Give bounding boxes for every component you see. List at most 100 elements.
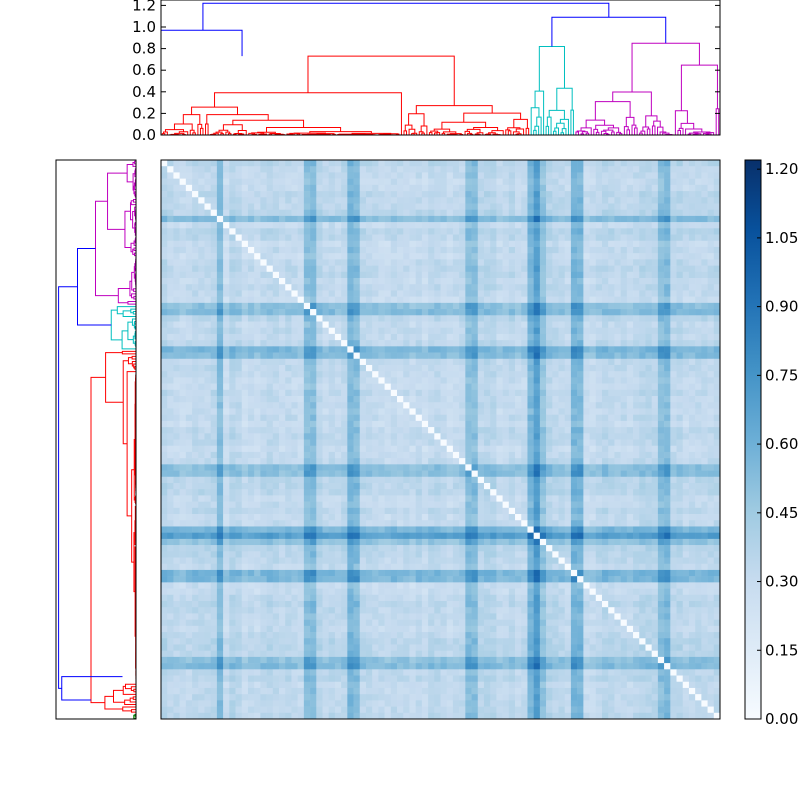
heatmap-cell bbox=[688, 420, 696, 428]
heatmap-cell bbox=[508, 246, 516, 254]
heatmap-cell bbox=[558, 228, 566, 235]
heatmap-cell bbox=[707, 309, 715, 316]
heatmap-cell bbox=[595, 315, 603, 322]
heatmap-cell bbox=[546, 228, 553, 235]
heatmap-cell bbox=[477, 240, 485, 248]
heatmap-cell bbox=[502, 414, 510, 422]
heatmap-cell bbox=[508, 396, 516, 403]
heatmap-cell bbox=[254, 371, 261, 378]
heatmap-cell bbox=[515, 253, 522, 260]
heatmap-cell bbox=[589, 364, 597, 372]
heatmap-cell bbox=[322, 333, 329, 341]
heatmap-cell bbox=[446, 284, 454, 291]
heatmap-cell bbox=[359, 259, 367, 266]
heatmap-cell bbox=[353, 246, 361, 254]
heatmap-cell bbox=[347, 178, 354, 186]
heatmap-cell bbox=[272, 284, 280, 291]
heatmap-cell bbox=[235, 271, 243, 279]
heatmap-cell bbox=[285, 414, 292, 422]
heatmap-cell bbox=[601, 451, 609, 459]
heatmap-cell bbox=[608, 389, 615, 397]
heatmap-cell bbox=[291, 191, 298, 198]
heatmap-cell bbox=[204, 271, 211, 279]
heatmap-cell bbox=[179, 222, 187, 229]
heatmap-cell bbox=[179, 166, 187, 173]
heatmap-cell bbox=[626, 420, 634, 428]
heatmap-cell bbox=[285, 215, 292, 223]
heatmap-cell bbox=[372, 271, 379, 279]
heatmap-cell bbox=[285, 253, 292, 260]
heatmap-cell bbox=[651, 346, 659, 353]
heatmap-cell bbox=[515, 203, 522, 210]
heatmap-cell bbox=[695, 222, 702, 229]
heatmap-cell bbox=[552, 414, 559, 422]
heatmap-cell bbox=[570, 271, 578, 279]
heatmap-cell bbox=[254, 340, 261, 347]
heatmap-cell bbox=[546, 321, 553, 328]
heatmap-cell bbox=[266, 278, 274, 285]
heatmap-cell bbox=[626, 333, 634, 341]
heatmap-cell bbox=[303, 371, 311, 378]
heatmap-cell bbox=[657, 451, 665, 459]
dendrogram-link bbox=[538, 45, 565, 92]
heatmap-cell bbox=[161, 333, 168, 341]
dendrogram-link bbox=[130, 709, 136, 713]
heatmap-cell bbox=[421, 389, 429, 397]
heatmap-cell bbox=[471, 396, 479, 403]
heatmap-cell bbox=[477, 290, 485, 297]
heatmap-cell bbox=[341, 259, 348, 266]
heatmap-cell bbox=[508, 414, 516, 422]
heatmap-cell bbox=[247, 402, 255, 409]
heatmap-cell bbox=[372, 333, 379, 341]
heatmap-cell bbox=[204, 178, 211, 186]
heatmap-cell bbox=[403, 209, 410, 217]
heatmap-cell bbox=[539, 352, 547, 360]
heatmap-cell bbox=[651, 315, 659, 322]
heatmap-cell bbox=[229, 246, 236, 254]
heatmap-cell bbox=[539, 346, 547, 353]
heatmap-cell bbox=[539, 191, 547, 198]
heatmap-cell bbox=[608, 228, 615, 235]
heatmap-cell bbox=[260, 184, 267, 192]
heatmap-cell bbox=[303, 396, 311, 403]
heatmap-cell bbox=[328, 240, 336, 248]
heatmap-cell bbox=[279, 383, 286, 391]
heatmap-cell bbox=[272, 340, 280, 347]
dendrogram-link bbox=[95, 200, 119, 297]
heatmap-cell bbox=[608, 333, 615, 341]
heatmap-cell bbox=[707, 439, 715, 447]
heatmap-cell bbox=[185, 383, 193, 391]
heatmap-cell bbox=[328, 191, 336, 198]
heatmap-cell bbox=[397, 352, 404, 360]
heatmap-cell bbox=[471, 271, 479, 279]
heatmap-cell bbox=[359, 197, 367, 204]
heatmap-cell bbox=[446, 166, 454, 173]
heatmap-cell bbox=[577, 315, 584, 322]
heatmap-cell bbox=[477, 383, 485, 391]
heatmap-cell bbox=[471, 445, 479, 453]
heatmap-cell bbox=[651, 433, 659, 440]
heatmap-cell bbox=[459, 402, 466, 409]
heatmap-cell bbox=[645, 271, 652, 279]
heatmap-cell bbox=[334, 191, 342, 198]
heatmap-cell bbox=[310, 464, 317, 471]
heatmap-cell bbox=[577, 427, 584, 434]
heatmap-cell bbox=[384, 352, 392, 360]
heatmap-cell bbox=[608, 451, 615, 459]
heatmap-cell bbox=[664, 203, 671, 210]
heatmap-cell bbox=[390, 433, 398, 440]
heatmap-cell bbox=[403, 439, 410, 447]
heatmap-cell bbox=[397, 327, 404, 335]
heatmap-cell bbox=[241, 333, 249, 341]
heatmap-cell bbox=[446, 209, 454, 217]
dendrogram-link bbox=[269, 132, 281, 135]
heatmap-cell bbox=[297, 259, 305, 266]
heatmap-cell bbox=[266, 160, 274, 167]
heatmap-cell bbox=[552, 371, 559, 378]
heatmap-cell bbox=[272, 470, 280, 478]
heatmap-cell bbox=[415, 458, 423, 465]
heatmap-cell bbox=[477, 408, 485, 415]
heatmap-cell bbox=[210, 470, 218, 478]
heatmap-cell bbox=[515, 265, 522, 273]
heatmap-cell bbox=[713, 240, 721, 248]
